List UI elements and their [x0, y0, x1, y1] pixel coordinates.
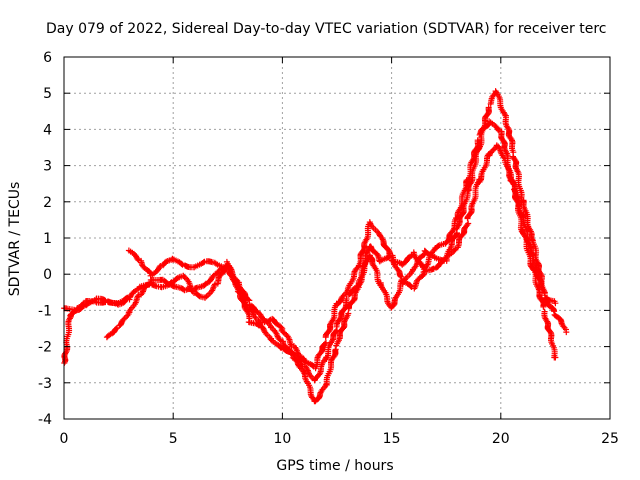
x-tick-label: 25 [601, 431, 619, 447]
y-tick-label: -3 [38, 376, 52, 392]
data-point [120, 316, 127, 323]
x-axis-title: GPS time / hours [276, 458, 393, 474]
data-point [288, 351, 295, 358]
y-tick-label: 5 [43, 86, 52, 102]
data-point [528, 236, 535, 243]
data-point [470, 156, 477, 163]
series-track-d [61, 294, 133, 366]
series-track-c [125, 118, 559, 372]
y-tick-label: 1 [43, 231, 52, 247]
y-tick-label: -4 [38, 412, 52, 428]
y-tick-label: 6 [43, 50, 52, 66]
tick-layer [63, 56, 611, 420]
data-point [288, 350, 294, 357]
data-point [323, 339, 329, 346]
x-tick-label: 5 [169, 431, 178, 447]
data-point [530, 253, 537, 260]
data-point [321, 340, 328, 347]
data-point [156, 264, 163, 271]
x-tick-label: 10 [273, 431, 291, 447]
data-point [211, 281, 218, 288]
data-point [552, 300, 559, 307]
y-tick-label: -2 [38, 340, 52, 356]
data-point [157, 263, 164, 269]
data-point [529, 251, 536, 258]
data-point [485, 104, 492, 111]
x-tick-label: 20 [492, 431, 510, 447]
data-point [387, 253, 394, 260]
data-point [276, 336, 283, 343]
chart-title: Day 079 of 2022, Sidereal Day-to-day VTE… [46, 21, 606, 37]
data-point [397, 272, 404, 279]
data-point [563, 329, 570, 336]
data-point [474, 137, 481, 144]
data-point [92, 298, 99, 305]
data-point [495, 126, 502, 133]
series-layer [61, 88, 570, 405]
data-point [541, 289, 548, 296]
series-track-b [103, 142, 559, 405]
y-tick-label: 4 [43, 122, 52, 138]
x-tick-label: 0 [60, 431, 69, 447]
data-point [135, 257, 142, 264]
y-tick-label: 3 [43, 159, 52, 175]
data-point [126, 296, 133, 303]
data-point [552, 354, 559, 361]
y-axis-title: SDTVAR / TECUs [7, 182, 23, 297]
x-tick-label: 15 [383, 431, 401, 447]
data-point [540, 303, 547, 310]
label-layer: 0 5 10 15 20 25 -4 -3 -2 -1 0 1 2 3 4 5 6 [38, 50, 619, 447]
y-tick-label: 0 [43, 267, 52, 283]
data-point [178, 261, 185, 267]
data-point [134, 255, 141, 262]
data-point [112, 325, 119, 332]
y-tick-label: 2 [43, 195, 52, 211]
data-point [465, 220, 472, 227]
y-tick-label: -1 [38, 303, 52, 319]
data-point [343, 296, 350, 302]
